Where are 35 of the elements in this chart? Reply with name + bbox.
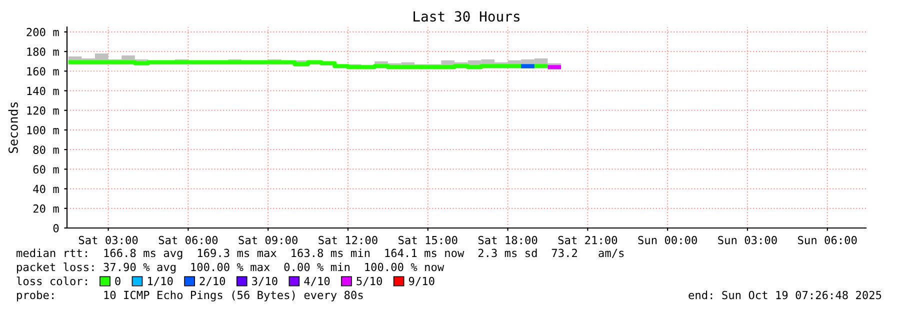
x-tick-label: Sun 03:00	[718, 236, 777, 244]
y-tick-label: 140 m	[27, 86, 59, 96]
x-tick-label: Sat 09:00	[238, 236, 298, 244]
x-tick-label: Sat 21:00	[558, 236, 618, 244]
y-tick-label: 120 m	[27, 106, 59, 115]
x-tick-label: Sat 15:00	[398, 236, 458, 244]
text: probe: 10 ICMP Echo Pings (56 Bytes) every 80s	[17, 290, 363, 302]
x-tick-label: Sat 06:00	[158, 236, 218, 244]
legend-label: 0	[115, 276, 120, 286]
text: end: Sun Oct 19 07:26:48 2025	[688, 290, 882, 300]
legend-label: 1/10	[148, 276, 173, 286]
y-tick-label: 60 m	[33, 165, 59, 174]
chart-title: Last 30 Hours	[414, 11, 520, 22]
y-tick-label: 40 m	[33, 184, 59, 194]
y-tick-label: 80 m	[33, 146, 59, 154]
legend-label: 5/10	[356, 276, 382, 286]
x-tick-label: Sun 06:00	[798, 236, 857, 244]
y-tick-label: 0	[53, 224, 59, 232]
x-tick-label: Sat 12:00	[318, 236, 378, 244]
text: loss color:	[16, 276, 87, 286]
x-tick-label: Sat 03:00	[78, 236, 138, 244]
y-axis-title: Seconds	[8, 102, 18, 153]
y-tick-label: 180 m	[27, 48, 59, 56]
y-tick-label: 160 m	[27, 67, 59, 76]
x-tick-label: Sun 00:00	[638, 236, 697, 244]
x-tick-label: Sat 18:00	[478, 236, 538, 244]
legend-label: 3/10	[252, 276, 278, 286]
legend-label: 9/10	[408, 276, 434, 286]
y-tick-label: 100 m	[27, 126, 59, 134]
legend-label: 4/10	[304, 276, 330, 286]
y-tick-label: 200 m	[26, 28, 59, 36]
legend-label: 2/10	[200, 276, 226, 286]
text: packet loss: 37.90 % avg 100.00 % max 0.00 % min 100.00 % now	[17, 262, 444, 274]
text: median rtt: 166.8 ms avg 169.3 ms max 163.8 ms min 164.1 ms now 2.3 ms sd 73.2 am/s	[16, 248, 624, 260]
y-tick-label: 20 m	[33, 204, 59, 213]
